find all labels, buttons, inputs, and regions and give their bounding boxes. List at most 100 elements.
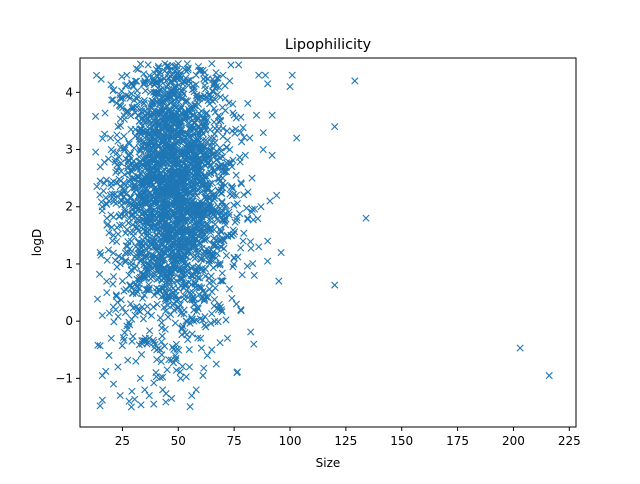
marker-stroke [236, 158, 244, 166]
scatter-point [110, 318, 118, 326]
scatter-point [204, 91, 213, 99]
marker-stroke [201, 249, 209, 257]
marker-stroke [215, 300, 223, 308]
marker-stroke [96, 270, 104, 278]
marker-stroke [231, 129, 239, 137]
marker-stroke [119, 144, 128, 152]
marker-stroke [121, 82, 130, 90]
marker-stroke [180, 90, 188, 98]
scatter-point [113, 238, 121, 246]
marker-stroke [159, 373, 167, 381]
scatter-point [180, 291, 188, 300]
marker-stroke [111, 156, 119, 164]
marker-stroke [127, 258, 135, 266]
marker-stroke [185, 345, 193, 354]
scatter-point [141, 87, 150, 95]
marker-stroke [211, 108, 219, 116]
marker-stroke [243, 262, 251, 270]
marker-stroke [244, 99, 252, 107]
marker-stroke [137, 268, 145, 276]
marker-stroke [165, 356, 173, 364]
marker-stroke [145, 117, 153, 125]
marker-stroke [121, 249, 129, 257]
scatter-point [148, 273, 157, 281]
marker-stroke [110, 318, 118, 326]
marker-stroke [211, 317, 219, 326]
marker-stroke [109, 96, 117, 104]
marker-stroke [211, 138, 219, 147]
scatter-point [96, 270, 104, 278]
marker-stroke [126, 300, 135, 308]
marker-stroke [180, 295, 188, 303]
marker-stroke [118, 304, 127, 312]
marker-stroke [144, 61, 152, 69]
marker-stroke [162, 390, 170, 398]
marker-stroke [180, 291, 188, 300]
scatter-point [107, 211, 115, 219]
scatter-point [126, 300, 135, 308]
scatter-point [103, 277, 111, 285]
marker-stroke [108, 237, 117, 245]
marker-stroke [131, 395, 139, 403]
marker-stroke [156, 374, 164, 382]
scatter-point [218, 269, 226, 277]
marker-stroke [210, 295, 219, 304]
marker-stroke [197, 239, 205, 248]
marker-stroke [227, 61, 235, 69]
scatter-point [105, 229, 113, 237]
marker-stroke [201, 85, 210, 93]
scatter-point [144, 61, 152, 69]
scatter-point [109, 96, 117, 104]
marker-stroke [148, 270, 156, 278]
marker-stroke [154, 62, 163, 71]
scatter-point [237, 138, 246, 146]
marker-stroke [113, 179, 121, 187]
marker-stroke [118, 254, 126, 262]
scatter-point [210, 295, 219, 304]
marker-stroke [105, 229, 113, 237]
marker-stroke [112, 291, 120, 299]
scatter-point [244, 99, 252, 107]
marker-stroke [220, 244, 228, 253]
scatter-point [178, 324, 186, 332]
marker-stroke [199, 287, 207, 296]
marker-stroke [186, 288, 194, 297]
marker-stroke [133, 87, 141, 95]
scatter-point [214, 112, 223, 120]
scatter-point [105, 309, 113, 317]
marker-stroke [119, 333, 127, 342]
marker-stroke [162, 307, 170, 315]
marker-stroke [225, 285, 234, 293]
scatter-point [149, 336, 157, 344]
marker-stroke [106, 191, 115, 199]
scatter-point [153, 300, 161, 308]
scatter-point [125, 271, 133, 279]
marker-stroke [140, 70, 148, 78]
scatter-point [104, 246, 113, 254]
marker-stroke [124, 238, 132, 246]
marker-stroke [127, 249, 135, 257]
marker-stroke [206, 91, 214, 99]
marker-stroke [214, 74, 222, 82]
marker-stroke [137, 350, 146, 359]
scatter-point [185, 345, 193, 354]
marker-stroke [107, 211, 115, 219]
scatter-point [199, 267, 207, 275]
scatter-point [215, 124, 223, 133]
marker-stroke [237, 138, 246, 146]
marker-stroke [107, 81, 115, 89]
scatter-point [149, 99, 157, 108]
scatter-point [247, 328, 255, 336]
scatter-point [131, 395, 139, 403]
marker-stroke [200, 144, 208, 152]
marker-stroke [118, 73, 126, 81]
marker-stroke [233, 214, 241, 222]
scatter-point [108, 96, 116, 104]
marker-stroke [168, 343, 177, 351]
marker-stroke [111, 158, 119, 166]
marker-stroke [171, 319, 179, 327]
marker-stroke [204, 91, 213, 99]
scatter-point [107, 81, 115, 89]
